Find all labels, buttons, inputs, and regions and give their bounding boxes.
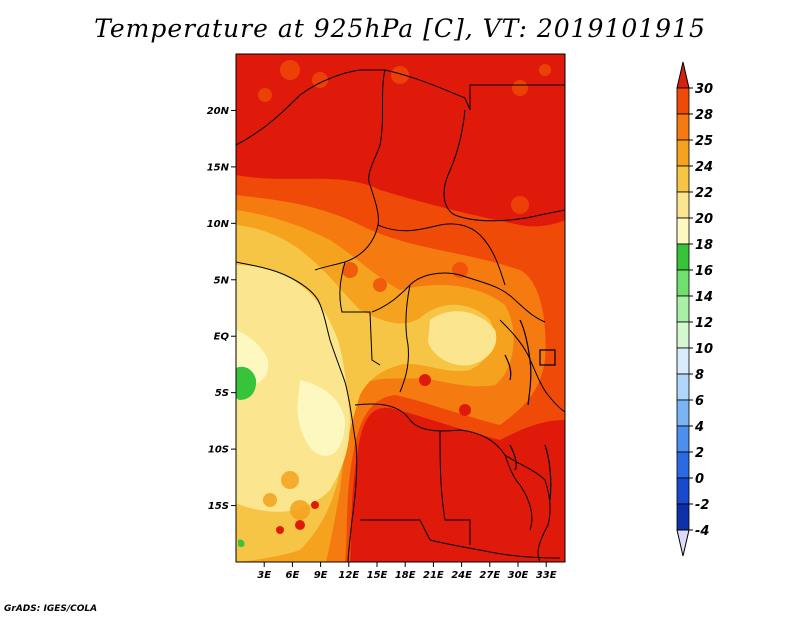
lon-tick-label: 18E xyxy=(395,570,416,581)
colorbar-label: 18 xyxy=(695,238,713,253)
colorbar-box xyxy=(676,217,690,245)
colorbar-label: 25 xyxy=(695,134,713,149)
colorbar-box xyxy=(676,139,690,167)
lon-tick-label: 15E xyxy=(367,570,388,581)
colorbar-box xyxy=(676,191,690,219)
lon-tick-label: 9E xyxy=(314,570,328,581)
lon-tick-label: 33E xyxy=(536,570,557,581)
colorbar-box xyxy=(676,321,690,349)
field-pale-basin xyxy=(428,311,497,366)
chart-title: Temperature at 925hPa [C], VT: 201910191… xyxy=(94,14,706,43)
temperature-field xyxy=(236,54,565,562)
lakes xyxy=(504,319,556,501)
latitude-axis: 20N 15N 10N 5N EQ 5S 10S 15S xyxy=(207,106,236,512)
colorbar-box xyxy=(676,399,690,427)
colorbar-box xyxy=(676,425,690,453)
colorbar-label: 0 xyxy=(695,472,704,487)
colorbar-box xyxy=(676,477,690,505)
colorbar-label: 30 xyxy=(695,82,713,97)
lon-tick-label: 6E xyxy=(286,570,300,581)
lat-tick-label: 15S xyxy=(208,501,229,512)
colorbar-label: 10 xyxy=(695,342,713,357)
grads-credit: GrADS: IGES/COLA xyxy=(4,604,98,614)
lon-tick-label: 21E xyxy=(423,570,444,581)
colorbar-box xyxy=(676,165,690,193)
lon-tick-label: 12E xyxy=(338,570,359,581)
lat-tick-label: 15N xyxy=(207,162,230,173)
field-green xyxy=(236,366,257,400)
colorbar-label: -2 xyxy=(695,498,709,513)
colorbar-box xyxy=(676,243,690,271)
colorbar-label: 24 xyxy=(695,160,713,175)
lat-tick-label: 5S xyxy=(215,388,229,399)
colorbar-box xyxy=(676,269,690,297)
lat-tick-label: 5N xyxy=(214,275,230,286)
colorbar-box xyxy=(676,373,690,401)
field-green-small xyxy=(238,539,245,548)
colorbar-box xyxy=(676,451,690,479)
colorbar-box xyxy=(676,295,690,323)
colorbar-top-arrow xyxy=(676,61,690,89)
lon-tick-label: 3E xyxy=(257,570,271,581)
colorbar-box xyxy=(676,113,690,141)
field-speckles-amber xyxy=(263,471,328,548)
lat-tick-label: 10N xyxy=(207,219,230,230)
colorbar-box xyxy=(676,87,690,115)
lat-tick-label: EQ xyxy=(214,332,230,343)
colorbar-label: 2 xyxy=(695,446,704,461)
field-speckles xyxy=(258,60,551,292)
lon-tick-label: 30E xyxy=(508,570,529,581)
lon-tick-label: 24E xyxy=(451,570,472,581)
colorbar-label: 8 xyxy=(695,368,704,383)
colorbar-label: 12 xyxy=(695,316,713,331)
country-borders xyxy=(236,69,565,562)
lon-tick-label: 27E xyxy=(479,570,500,581)
colorbar-label: 28 xyxy=(695,108,713,123)
colorbar-label: -4 xyxy=(695,524,709,539)
colorbar-label: 20 xyxy=(695,212,713,227)
colorbar-label: 14 xyxy=(695,290,713,305)
lat-tick-label: 20N xyxy=(207,106,230,117)
colorbar-label: 6 xyxy=(695,394,704,409)
colorbar-box xyxy=(676,503,690,531)
field-speckles-hot xyxy=(276,374,471,534)
colorbar-bottom-arrow xyxy=(676,529,690,557)
field-cream xyxy=(297,380,345,456)
colorbar-label: 4 xyxy=(694,420,704,435)
map-frame xyxy=(235,53,566,563)
colorbar-label: 16 xyxy=(695,264,713,279)
lat-tick-label: 10S xyxy=(208,445,229,456)
colorbar-box xyxy=(676,347,690,375)
colorbar-label: 22 xyxy=(695,186,713,201)
longitude-axis: 3E 6E 9E 12E 15E 18E 21E 24E 27E 30E 33E xyxy=(257,562,557,581)
